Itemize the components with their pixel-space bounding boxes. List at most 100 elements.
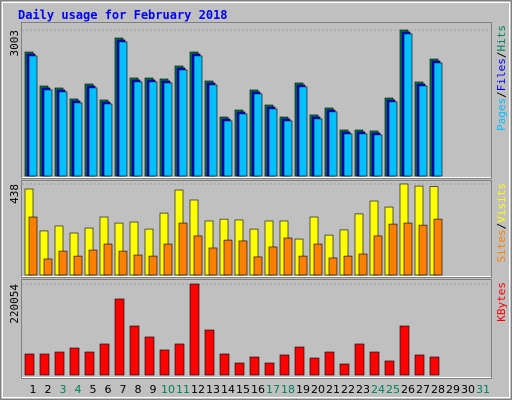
bar bbox=[384, 360, 395, 376]
x-tick-label: 14 bbox=[221, 383, 235, 396]
legend-separator: / bbox=[495, 52, 508, 59]
x-tick-label: 30 bbox=[461, 383, 475, 396]
bar bbox=[174, 343, 185, 376]
bar bbox=[339, 363, 350, 376]
bar bbox=[294, 346, 305, 376]
bar bbox=[129, 325, 140, 376]
x-tick-label: 8 bbox=[135, 383, 142, 396]
bar bbox=[418, 224, 428, 276]
bar bbox=[24, 353, 35, 376]
x-tick-label: 15 bbox=[236, 383, 250, 396]
bar bbox=[249, 356, 260, 376]
bar bbox=[268, 108, 278, 177]
bar bbox=[148, 255, 158, 276]
x-tick-label: 16 bbox=[251, 383, 265, 396]
bar bbox=[283, 237, 293, 276]
y-tick-label: 438 bbox=[8, 184, 21, 204]
bar bbox=[163, 82, 173, 177]
legend-entry: KBytes bbox=[495, 282, 508, 322]
bar bbox=[99, 343, 110, 376]
x-tick-label: 22 bbox=[341, 383, 355, 396]
bar bbox=[88, 87, 98, 177]
x-tick-label: 5 bbox=[90, 383, 97, 396]
y-tick-label: 3003 bbox=[8, 30, 21, 57]
bar bbox=[234, 362, 245, 376]
bar bbox=[159, 349, 170, 376]
bar bbox=[283, 120, 293, 177]
x-tick-label: 13 bbox=[206, 383, 220, 396]
bar bbox=[253, 93, 263, 177]
bar bbox=[414, 354, 425, 376]
bar bbox=[144, 336, 155, 376]
x-tick-label: 1 bbox=[30, 383, 37, 396]
bar bbox=[253, 256, 263, 276]
legend-entry: Pages bbox=[495, 98, 508, 131]
x-tick-label: 17 bbox=[266, 383, 280, 396]
bar bbox=[133, 81, 143, 177]
bar bbox=[324, 351, 335, 376]
bar bbox=[403, 33, 413, 177]
bar bbox=[88, 249, 98, 276]
bar bbox=[373, 134, 383, 177]
x-tick-label: 6 bbox=[105, 383, 112, 396]
bar bbox=[343, 133, 353, 177]
bar bbox=[54, 351, 65, 376]
bar bbox=[403, 222, 413, 276]
legend-entry: Visits bbox=[495, 183, 508, 223]
bar bbox=[189, 283, 200, 376]
legend-entry: Files bbox=[495, 58, 508, 91]
bar bbox=[39, 353, 50, 376]
bar bbox=[193, 235, 203, 276]
legend: KBytes bbox=[495, 282, 508, 322]
bar bbox=[43, 89, 53, 177]
bar bbox=[223, 120, 233, 177]
bar bbox=[264, 362, 275, 376]
x-tick-label: 26 bbox=[401, 383, 415, 396]
x-tick-label: 19 bbox=[296, 383, 310, 396]
bar bbox=[238, 240, 248, 276]
bar bbox=[433, 62, 443, 177]
legend-entry: Sites bbox=[495, 229, 508, 262]
bar bbox=[208, 247, 218, 276]
bar bbox=[163, 243, 173, 276]
bar bbox=[388, 223, 398, 276]
legend-separator: / bbox=[495, 91, 508, 98]
bar bbox=[58, 250, 68, 276]
bar bbox=[354, 343, 365, 376]
bar bbox=[373, 235, 383, 276]
bar bbox=[388, 101, 398, 177]
x-tick-label: 2 bbox=[45, 383, 52, 396]
bar bbox=[73, 255, 83, 276]
x-tick-label: 7 bbox=[120, 383, 127, 396]
bar bbox=[178, 222, 188, 276]
bar bbox=[118, 250, 128, 276]
x-tick-label: 11 bbox=[176, 383, 190, 396]
bar bbox=[298, 86, 308, 177]
bar bbox=[298, 255, 308, 276]
bar bbox=[28, 55, 38, 177]
x-tick-label: 25 bbox=[386, 383, 400, 396]
x-tick-label: 20 bbox=[311, 383, 325, 396]
bar bbox=[343, 255, 353, 276]
bar bbox=[58, 91, 68, 177]
x-tick-label: 27 bbox=[416, 383, 430, 396]
bar bbox=[193, 55, 203, 177]
bar bbox=[328, 111, 338, 177]
bar bbox=[418, 85, 428, 177]
x-tick-label: 9 bbox=[150, 383, 157, 396]
bar bbox=[43, 258, 53, 276]
bar bbox=[103, 243, 113, 276]
x-tick-label: 31 bbox=[476, 383, 490, 396]
x-tick-label: 18 bbox=[281, 383, 295, 396]
bar bbox=[204, 329, 215, 376]
x-tick-label: 28 bbox=[431, 383, 445, 396]
bar bbox=[219, 353, 230, 376]
x-tick-label: 21 bbox=[326, 383, 340, 396]
legend: Pages/Files/Hits bbox=[495, 25, 508, 131]
bar bbox=[358, 133, 368, 177]
bar bbox=[328, 257, 338, 276]
bar bbox=[84, 351, 95, 376]
bar bbox=[133, 254, 143, 276]
bar bbox=[73, 102, 83, 177]
